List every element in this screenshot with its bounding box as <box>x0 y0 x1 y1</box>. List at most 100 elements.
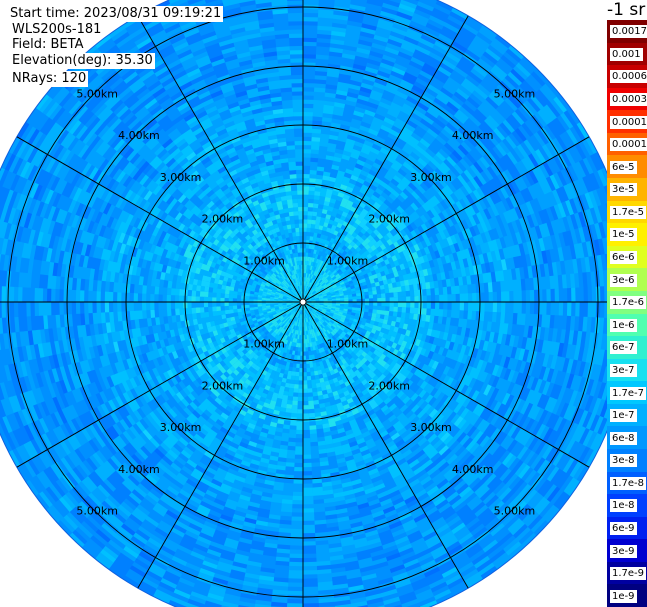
data-cell <box>565 245 573 261</box>
data-cell <box>407 170 417 180</box>
data-cell <box>397 168 408 177</box>
data-cell <box>306 296 310 300</box>
data-cell <box>391 189 401 198</box>
data-cell <box>309 169 317 175</box>
data-cell <box>322 247 327 253</box>
data-cell <box>574 228 583 244</box>
data-cell <box>302 471 313 476</box>
data-cell <box>318 295 324 298</box>
data-cell <box>402 102 415 113</box>
data-cell <box>477 83 492 97</box>
data-cell <box>393 302 399 308</box>
data-cell <box>492 291 498 303</box>
data-cell <box>303 95 314 100</box>
data-cell <box>539 86 554 103</box>
data-cell <box>316 232 322 239</box>
data-cell <box>342 48 357 56</box>
data-cell <box>367 287 373 292</box>
data-cell <box>536 196 547 211</box>
data-cell <box>390 70 405 80</box>
data-cell <box>338 270 344 276</box>
data-cell <box>303 186 310 191</box>
data-cell <box>437 248 445 258</box>
data-cell <box>370 282 377 288</box>
data-cell <box>375 198 384 206</box>
data-cell <box>360 26 377 35</box>
data-cell <box>581 241 589 258</box>
data-cell <box>341 285 347 290</box>
data-cell <box>305 295 309 299</box>
data-cell <box>309 231 315 237</box>
data-cell <box>379 229 387 238</box>
data-cell <box>351 293 357 297</box>
data-cell <box>308 292 312 296</box>
data-cell <box>377 297 382 303</box>
data-cell <box>387 283 394 289</box>
data-cell <box>307 299 312 302</box>
data-cell <box>323 171 331 177</box>
data-cell <box>598 270 605 287</box>
data-cell <box>315 66 328 72</box>
data-cell <box>356 98 369 106</box>
data-cell <box>306 264 309 270</box>
data-cell <box>317 273 322 278</box>
data-cell <box>303 107 314 113</box>
data-cell <box>376 154 386 163</box>
data-cell <box>326 291 331 295</box>
data-cell <box>339 272 345 278</box>
data-cell <box>329 272 334 278</box>
data-cell <box>383 0 401 8</box>
data-cell <box>304 285 306 290</box>
data-cell <box>371 143 383 152</box>
data-cell <box>313 232 318 238</box>
data-cell <box>422 179 433 189</box>
data-cell <box>441 209 451 220</box>
data-cell <box>295 434 303 439</box>
data-cell <box>319 191 327 197</box>
data-cell <box>467 204 477 216</box>
data-cell <box>389 236 397 244</box>
data-cell <box>355 289 361 294</box>
data-cell <box>436 272 443 281</box>
data-cell <box>302 491 314 497</box>
data-cell <box>480 221 489 233</box>
data-cell <box>373 242 381 249</box>
data-cell <box>315 215 322 222</box>
data-cell <box>413 227 422 236</box>
data-cell <box>530 134 543 150</box>
data-cell <box>408 91 422 102</box>
data-cell <box>561 246 569 261</box>
data-cell <box>495 238 503 250</box>
data-cell <box>373 248 380 255</box>
data-cell <box>583 287 589 303</box>
data-cell <box>348 299 353 303</box>
data-cell <box>321 179 329 185</box>
data-cell <box>459 285 465 294</box>
data-cell <box>368 305 374 310</box>
data-cell <box>516 85 531 101</box>
data-cell <box>310 288 315 293</box>
data-cell <box>389 147 401 157</box>
data-cell <box>333 286 339 291</box>
data-cell <box>296 421 303 427</box>
data-cell <box>432 44 448 56</box>
data-cell <box>343 292 349 296</box>
data-cell <box>574 142 587 160</box>
data-cell <box>317 292 323 296</box>
data-cell <box>370 46 386 55</box>
data-cell <box>354 273 360 279</box>
data-cell <box>510 245 518 258</box>
data-cell <box>317 284 322 289</box>
data-cell <box>307 252 311 258</box>
data-cell <box>306 285 309 291</box>
data-cell <box>392 218 400 227</box>
data-cell <box>405 216 414 225</box>
data-cell <box>302 392 308 398</box>
data-cell <box>318 0 335 7</box>
data-cell <box>316 282 320 287</box>
data-cell <box>369 225 377 232</box>
data-cell <box>394 117 407 127</box>
data-cell <box>537 109 551 125</box>
data-cell <box>349 272 355 278</box>
data-cell <box>496 281 502 292</box>
